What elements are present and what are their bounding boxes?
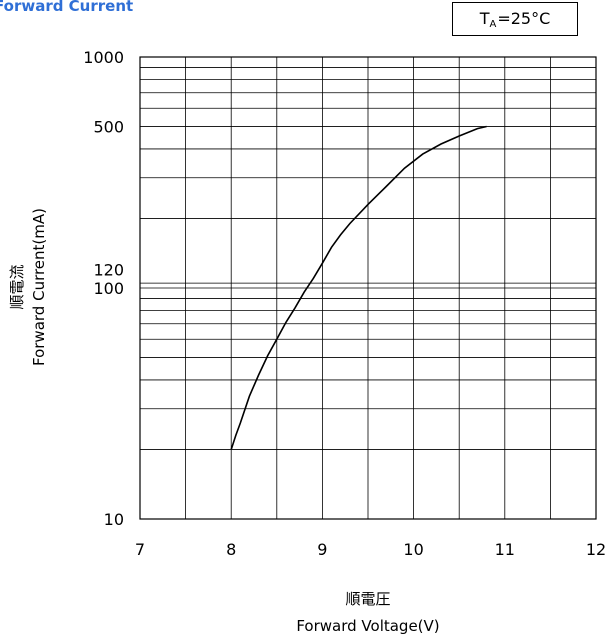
series-curve <box>230 125 487 450</box>
x-axis-label: Forward Voltage(V) <box>296 617 439 635</box>
y-tick-label: 100 <box>93 279 124 298</box>
x-tick-label: 11 <box>495 540 515 559</box>
x-tick-label: 8 <box>226 540 236 559</box>
y-tick-label: 1000 <box>83 48 124 67</box>
grid-lines <box>140 57 596 519</box>
x-tick-label: 9 <box>317 540 327 559</box>
y-axis-label-jp: 順電流 <box>8 264 26 309</box>
y-tick-label: 10 <box>104 510 124 529</box>
plot-frame <box>139 56 597 520</box>
condition-box: TA=25°C <box>452 2 578 36</box>
x-tick-label: 7 <box>135 540 145 559</box>
condition-label: TA=25°C <box>479 8 551 30</box>
y-axis-label: Forward Current(mA) <box>30 208 48 366</box>
y-tick-label: 500 <box>93 118 124 137</box>
x-tick-label: 10 <box>403 540 423 559</box>
x-tick-label: 12 <box>586 540 606 559</box>
chart-title: Forward Current <box>0 0 134 15</box>
x-tick-labels: 7 8 9 10 11 12 <box>135 540 606 559</box>
x-axis-label-jp: 順電圧 <box>345 590 390 608</box>
y-tick-label: 120 <box>93 261 124 280</box>
